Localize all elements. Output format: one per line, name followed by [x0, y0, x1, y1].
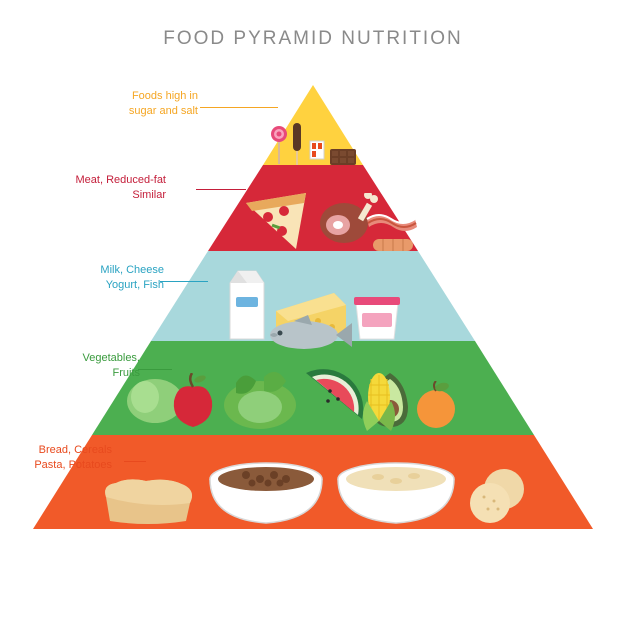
pizza-icon [246, 193, 312, 249]
food-layer-grains [53, 459, 573, 525]
candy-icon [306, 135, 328, 165]
lollipop-icon [270, 125, 288, 165]
corn-icon [357, 371, 401, 435]
cereal-bowl-icon [206, 459, 326, 525]
pyramid: Foods high insugar and salt Meat, Reduced… [0, 85, 626, 565]
food-layer-meat [213, 193, 413, 249]
sausage-icon [373, 235, 413, 253]
label-line-sugars [200, 107, 278, 108]
bread-icon [98, 477, 198, 525]
lettuce-icon [220, 363, 300, 429]
food-layer-dairy [168, 269, 458, 341]
label-meat: Meat, Reduced-fatSimilar [0, 173, 166, 203]
label-line-meat [196, 189, 246, 190]
label-dairy: Milk, CheeseYogurt, Fish [0, 263, 164, 293]
fish-icon [264, 313, 352, 353]
page-title: FOOD PYRAMID NUTRITION [0, 0, 626, 50]
food-layer-sugars [258, 123, 368, 165]
yogurt-icon [352, 291, 402, 341]
crackers-icon [466, 467, 528, 525]
label-sugars: Foods high insugar and salt [0, 89, 198, 119]
ice-cream-icon [290, 123, 304, 165]
chocolate-icon [330, 145, 356, 165]
oatmeal-bowl-icon [334, 461, 458, 525]
food-layer-vegfruit [113, 363, 513, 429]
apple-icon [168, 373, 218, 429]
orange-icon [414, 381, 458, 429]
